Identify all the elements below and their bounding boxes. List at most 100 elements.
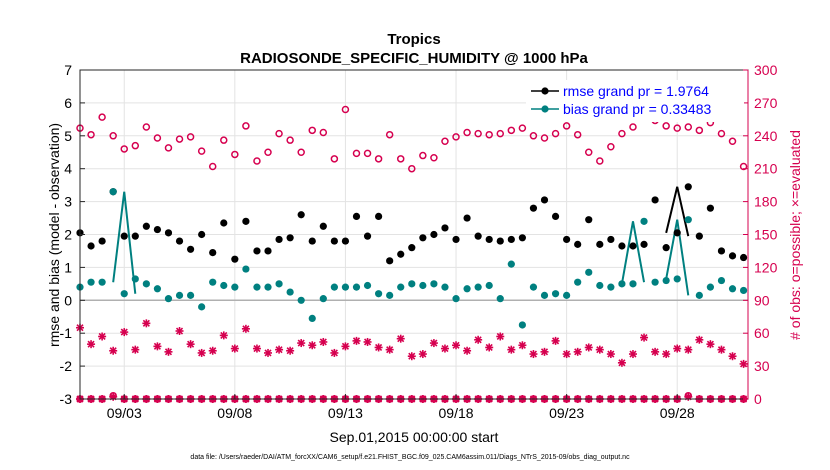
rmse-point <box>386 257 394 265</box>
rmse-point <box>164 229 173 237</box>
y-axis-right-label: # of obs: o=possible; ×=evaluated <box>787 130 803 340</box>
bias-point <box>397 283 405 291</box>
obs-evaluated-point <box>208 346 217 355</box>
obs-possible-point <box>220 136 228 144</box>
obs-possible-point <box>607 143 615 151</box>
y-right-tick-label: 0 <box>754 391 762 407</box>
rmse-point <box>352 212 361 221</box>
rmse-point <box>684 183 692 191</box>
obs-possible-point <box>673 124 681 132</box>
obs-evaluated-point <box>485 343 494 352</box>
bias-point <box>441 283 449 291</box>
obs-possible-point <box>142 123 151 131</box>
obs-evaluated-point <box>275 345 284 354</box>
bias-point <box>529 283 538 291</box>
rmse-point <box>673 229 681 237</box>
obs-possible-point <box>175 135 184 143</box>
rmse-point <box>463 214 471 222</box>
rmse-spike-line <box>665 186 690 237</box>
rmse-point <box>120 232 128 240</box>
obs-evaluated-point <box>164 347 173 356</box>
obs-evaluated-point <box>452 341 461 350</box>
y-axis-left-label: rmse and bias (model - observation) <box>46 123 62 347</box>
obs-evaluated-point <box>286 346 295 355</box>
y-right-tick-label: 240 <box>754 128 778 144</box>
legend-box <box>526 80 744 122</box>
obs-evaluated-point <box>219 331 228 340</box>
rmse-point <box>231 255 239 263</box>
obs-evaluated-point <box>407 352 416 361</box>
obs-evaluated-point <box>562 350 571 359</box>
bias-spike-line <box>665 219 690 296</box>
bias-point <box>574 278 582 286</box>
obs-evaluated-point <box>319 337 328 346</box>
obs-evaluated-point <box>573 347 582 356</box>
rmse-point <box>430 230 438 239</box>
obs-possible-point <box>231 150 239 159</box>
obs-possible-point <box>319 128 328 137</box>
y-left-tick-label: -2 <box>60 358 73 374</box>
bias-point <box>419 281 427 290</box>
obs-possible-point <box>584 148 593 156</box>
obs-evaluated-point <box>662 350 671 359</box>
y-left-tick-label: 7 <box>64 62 72 78</box>
obs-possible-point <box>419 151 427 160</box>
y-right-tick-label: 90 <box>754 292 770 308</box>
legend-rmse-marker <box>541 87 549 95</box>
bias-point <box>98 278 106 286</box>
rmse-point <box>618 242 626 250</box>
rmse-point <box>308 237 316 245</box>
bias-point <box>352 283 361 291</box>
obs-evaluated-point <box>651 347 660 356</box>
data-marks <box>76 105 748 403</box>
obs-possible-point <box>253 157 261 165</box>
axes: -3 -2 -1 0 1 2 3 4 5 6 7 0 30 60 90 120 150 180 210 240 270 3… <box>60 62 778 421</box>
rmse-point <box>397 250 405 258</box>
legend: rmse grand pr = 1.9764 bias grand pr = 0… <box>526 80 744 122</box>
obs-evaluated-point <box>252 344 261 353</box>
bias-point <box>109 188 117 196</box>
y-left-tick-label: -1 <box>60 325 73 341</box>
obs-evaluated-point <box>640 333 649 342</box>
obs-possible-point <box>341 105 350 114</box>
y-right-tick-label: 150 <box>754 227 778 243</box>
obs-evaluated-point <box>87 340 96 349</box>
bias-point <box>695 291 703 299</box>
obs-possible-point <box>286 136 294 144</box>
obs-evaluated-point <box>739 359 748 368</box>
rmse-point <box>175 237 184 245</box>
bias-point <box>375 290 383 298</box>
bias-point <box>485 281 493 290</box>
legend-rmse-label: rmse grand pr = 1.9764 <box>563 83 709 99</box>
bias-point <box>673 275 681 283</box>
obs-evaluated-point <box>463 346 472 355</box>
bias-point <box>220 281 228 290</box>
obs-possible-point <box>596 157 604 165</box>
obs-evaluated-point <box>418 350 427 359</box>
bias-point <box>120 290 128 298</box>
obs-evaluated-point <box>109 392 118 401</box>
bias-point <box>596 281 604 290</box>
rmse-point <box>474 232 482 240</box>
chart-subtitle: RADIOSONDE_SPECIFIC_HUMIDITY @ 1000 hPa <box>240 50 588 67</box>
obs-possible-point <box>474 129 482 138</box>
obs-possible-point <box>441 137 449 146</box>
obs-evaluated-point <box>153 342 162 351</box>
x-tick-label: 09/28 <box>660 405 695 421</box>
obs-evaluated-point <box>440 344 449 353</box>
bias-point <box>319 295 327 303</box>
obs-evaluated-point <box>341 342 350 351</box>
rmse-point <box>131 232 139 240</box>
obs-evaluated-point <box>529 350 538 359</box>
obs-evaluated-point <box>496 332 505 341</box>
bias-spike-line <box>112 191 137 294</box>
x-tick-label: 09/08 <box>217 405 252 421</box>
rmse-point <box>186 245 195 253</box>
rmse-point <box>286 234 294 242</box>
bias-point <box>540 291 549 299</box>
rmse-point <box>607 235 615 244</box>
obs-possible-point <box>385 130 394 139</box>
rmse-point <box>574 240 582 248</box>
rmse-point <box>441 224 449 232</box>
data-file-footer: data file: /Users/raeder/DAI/ATM_forcXX/… <box>190 454 630 461</box>
